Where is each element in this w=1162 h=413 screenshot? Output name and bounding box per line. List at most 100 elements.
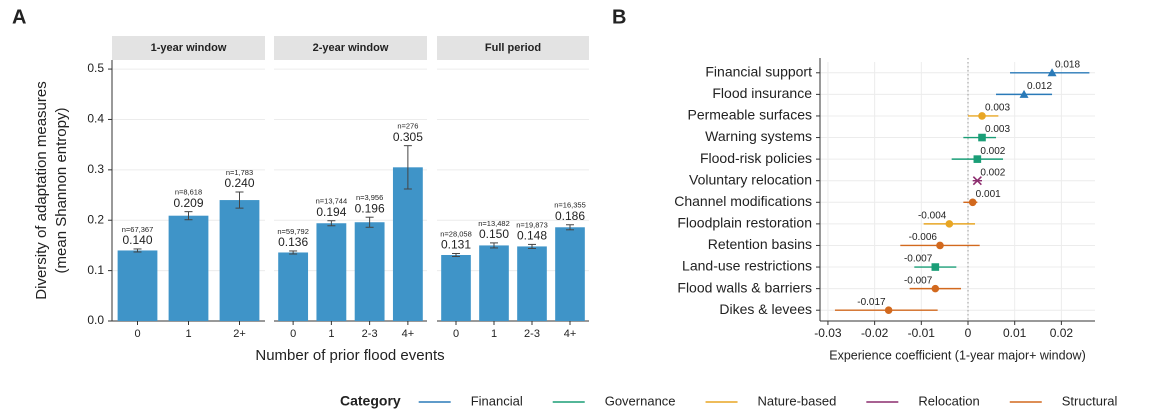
legend-label: Governance bbox=[605, 393, 676, 408]
value-label: 0.002 bbox=[980, 167, 1005, 178]
y-tick-label: Land-use restrictions bbox=[682, 258, 812, 274]
value-label: 0.131 bbox=[441, 238, 471, 252]
value-label: 0.140 bbox=[122, 233, 152, 247]
point bbox=[978, 133, 986, 142]
y-tick-label: 0.1 bbox=[87, 263, 104, 277]
point bbox=[973, 155, 982, 163]
facet-strip bbox=[112, 36, 265, 60]
bar bbox=[354, 222, 385, 321]
x-tick-label: 1 bbox=[328, 328, 334, 340]
legend-label: Relocation bbox=[918, 393, 979, 408]
point bbox=[1019, 89, 1029, 98]
point bbox=[931, 284, 940, 293]
facet-strip bbox=[274, 36, 427, 60]
point bbox=[972, 176, 982, 186]
x-tick-label: 0 bbox=[290, 328, 296, 340]
bar bbox=[392, 167, 423, 321]
point bbox=[968, 198, 977, 207]
y-tick-label: 0.2 bbox=[87, 212, 104, 226]
x-tick-label: 0 bbox=[453, 328, 459, 340]
value-label: -0.007 bbox=[904, 254, 933, 265]
n-label: n=28,058 bbox=[440, 229, 472, 238]
x-tick-label: 0.02 bbox=[1050, 326, 1074, 340]
bar bbox=[517, 246, 547, 321]
legend-label: Financial bbox=[471, 393, 523, 408]
n-label: n=67,367 bbox=[122, 225, 154, 234]
n-label: n=13,482 bbox=[478, 219, 510, 228]
y-tick-label: Flood-risk policies bbox=[700, 150, 812, 166]
y-tick-label: 0.0 bbox=[87, 313, 104, 327]
bar bbox=[479, 245, 509, 321]
value-label: 0.194 bbox=[316, 205, 346, 219]
value-label: 0.196 bbox=[355, 201, 385, 215]
point bbox=[936, 241, 944, 250]
y-tick-label: Retention basins bbox=[708, 236, 812, 252]
legend-label: Nature-based bbox=[758, 393, 837, 408]
y-tick-label: Voluntary relocation bbox=[689, 171, 812, 187]
facet-title: 2-year window bbox=[313, 42, 389, 54]
x-tick-label: -0.02 bbox=[861, 326, 889, 340]
bar bbox=[168, 215, 209, 321]
value-label: 0.305 bbox=[393, 130, 423, 144]
x-tick-label: -0.03 bbox=[814, 326, 842, 340]
x-tick-label: 0 bbox=[134, 328, 140, 340]
bar bbox=[219, 200, 260, 321]
panel-letter: B bbox=[612, 6, 626, 28]
n-label: n=16,355 bbox=[554, 201, 586, 210]
x-axis-label: Number of prior flood events bbox=[255, 347, 444, 364]
value-label: 0.150 bbox=[479, 227, 509, 241]
n-label: n=3,956 bbox=[356, 193, 383, 202]
n-label: n=276 bbox=[397, 122, 418, 131]
point bbox=[884, 306, 893, 315]
value-label: 0.148 bbox=[517, 229, 547, 243]
x-tick-label: 0.01 bbox=[1003, 326, 1027, 340]
legend-title: Category bbox=[340, 393, 401, 409]
point bbox=[1047, 68, 1057, 77]
value-label: 0.209 bbox=[173, 196, 203, 210]
n-label: n=19,873 bbox=[516, 220, 548, 229]
bar bbox=[555, 227, 585, 321]
x-tick-label: 1 bbox=[185, 328, 191, 340]
bar bbox=[278, 252, 309, 321]
value-label: -0.004 bbox=[918, 211, 947, 222]
facet-strip bbox=[437, 36, 589, 60]
x-tick-label: -0.01 bbox=[908, 326, 936, 340]
value-label: 0.003 bbox=[985, 124, 1010, 135]
facet-title: 1-year window bbox=[151, 42, 227, 54]
y-tick-label: 0.3 bbox=[87, 162, 104, 176]
value-label: 0.240 bbox=[224, 176, 254, 190]
legend-label: Structural bbox=[1062, 393, 1118, 408]
point bbox=[945, 220, 954, 228]
panel-letter: A bbox=[12, 6, 26, 28]
bar bbox=[117, 250, 158, 321]
value-label: 0.001 bbox=[976, 189, 1001, 200]
y-tick-label: 0.5 bbox=[87, 61, 104, 75]
value-label: 0.012 bbox=[1027, 81, 1052, 92]
x-tick-label: 2-3 bbox=[362, 328, 378, 340]
x-tick-label: 1 bbox=[491, 328, 497, 340]
x-axis-label: Experience coefficient (1-year major+ wi… bbox=[829, 348, 1085, 362]
value-label: 0.186 bbox=[555, 209, 585, 223]
y-tick-label: 0.4 bbox=[87, 112, 104, 126]
facet-title: Full period bbox=[485, 42, 541, 54]
y-axis-label: Diversity of adaptation measures bbox=[33, 81, 50, 299]
value-label: 0.003 bbox=[985, 103, 1010, 114]
x-tick-label: 2+ bbox=[233, 328, 246, 340]
point bbox=[978, 112, 986, 120]
n-label: n=8,618 bbox=[175, 188, 202, 197]
y-axis-label: (mean Shannon entropy) bbox=[53, 108, 70, 274]
value-label: 0.136 bbox=[278, 235, 308, 249]
value-label: -0.006 bbox=[909, 232, 938, 243]
y-tick-label: Flood insurance bbox=[712, 85, 812, 101]
x-tick-label: 4+ bbox=[564, 328, 577, 340]
n-label: n=1,783 bbox=[226, 168, 253, 177]
n-label: n=13,744 bbox=[316, 197, 348, 206]
x-tick-label: 2-3 bbox=[524, 328, 540, 340]
bar bbox=[441, 254, 471, 321]
y-tick-label: Permeable surfaces bbox=[687, 107, 812, 123]
bar bbox=[316, 223, 347, 321]
y-tick-label: Floodplain restoration bbox=[677, 215, 812, 231]
n-label: n=59,792 bbox=[277, 227, 309, 236]
